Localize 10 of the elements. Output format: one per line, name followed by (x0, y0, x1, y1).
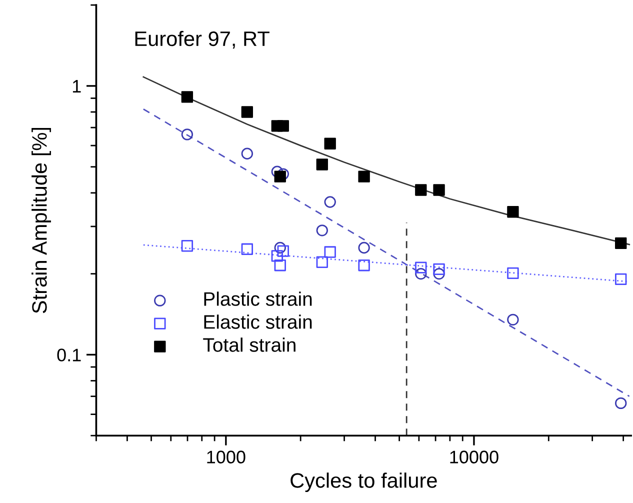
y-tick-label: 0.1 (57, 348, 81, 362)
legend-label: Elastic strain (204, 314, 312, 329)
legend-label: Plastic strain (204, 292, 312, 306)
x-axis-title: Cycles to failure (290, 472, 437, 492)
legend-label: Total strain (203, 338, 296, 352)
y-axis-title: Strain Amplitude [%] (32, 128, 51, 314)
annotation: Eurofer 97, RT (135, 30, 270, 49)
x-tick-label: 1000 (207, 450, 246, 464)
x-tick-label: 10000 (450, 450, 498, 464)
y-tick-label: 1 (72, 80, 81, 92)
